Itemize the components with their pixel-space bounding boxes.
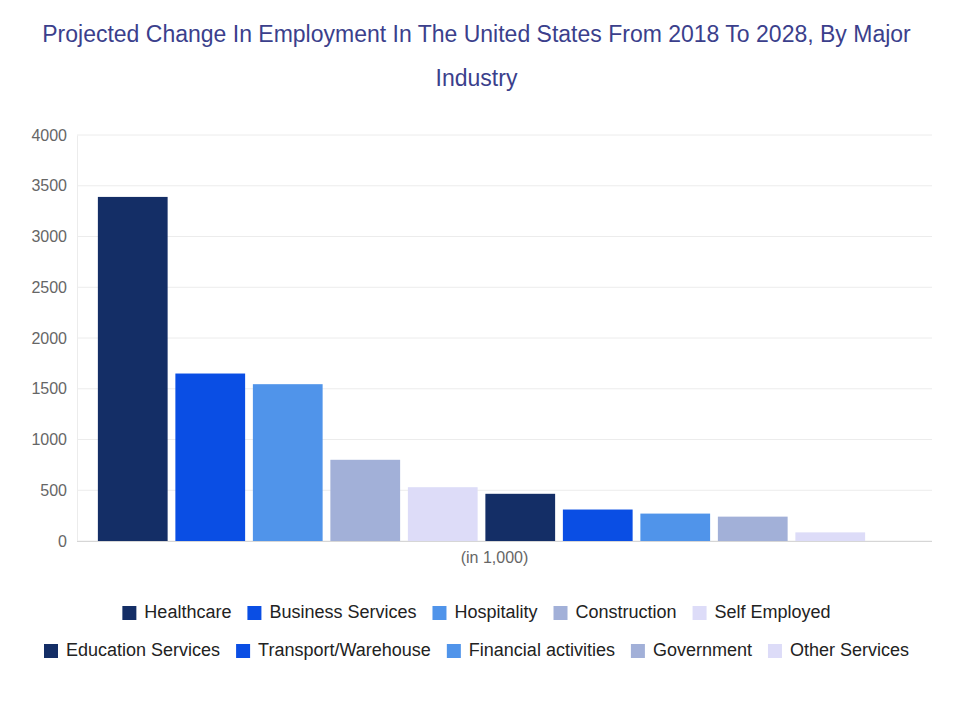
bar bbox=[253, 384, 323, 541]
y-tick: 2000 bbox=[31, 330, 77, 347]
legend-swatch bbox=[768, 644, 782, 658]
grid-line bbox=[77, 135, 932, 136]
grid-line bbox=[77, 287, 932, 288]
legend-item: Government bbox=[631, 640, 752, 660]
bar bbox=[640, 514, 710, 541]
legend: Healthcare Business Services Hospitality Co… bbox=[44, 602, 909, 660]
y-axis: 0 500 1000 1500 2000 2500 3000 3500 4000 bbox=[31, 127, 77, 550]
legend-item: Other Services bbox=[768, 640, 909, 660]
legend-swatch bbox=[554, 606, 568, 620]
legend-label: Other Services bbox=[790, 640, 909, 660]
legend-swatch bbox=[247, 606, 261, 620]
grid bbox=[77, 135, 932, 541]
legend-item: Financial activities bbox=[447, 640, 615, 660]
legend-swatch bbox=[122, 606, 136, 620]
bar bbox=[98, 197, 168, 541]
x-axis-title: (in 1,000) bbox=[461, 549, 529, 566]
bar bbox=[563, 510, 633, 541]
legend-swatch bbox=[631, 644, 645, 658]
legend-swatch bbox=[447, 644, 461, 658]
y-tick-label: 1500 bbox=[31, 380, 67, 397]
legend-swatch bbox=[44, 644, 58, 658]
y-tick-label: 0 bbox=[58, 533, 67, 550]
title: Projected Change In Employment In The Un… bbox=[42, 21, 911, 91]
y-tick: 0 bbox=[58, 533, 77, 550]
legend-item: Self Employed bbox=[693, 602, 831, 622]
y-axis-line bbox=[77, 136, 78, 542]
x-axis bbox=[77, 541, 932, 542]
legend-label: Education Services bbox=[66, 640, 220, 660]
bar bbox=[485, 494, 555, 541]
y-tick: 4000 bbox=[31, 127, 77, 144]
legend-label: Government bbox=[653, 640, 752, 660]
legend-label: Financial activities bbox=[469, 640, 615, 660]
y-tick: 3500 bbox=[31, 177, 77, 194]
legend-swatch bbox=[693, 606, 707, 620]
y-tick: 2500 bbox=[31, 279, 77, 296]
legend-swatch bbox=[432, 606, 446, 620]
bar bbox=[175, 374, 245, 541]
y-tick: 500 bbox=[40, 482, 77, 499]
legend-item: Hospitality bbox=[432, 602, 537, 622]
x-axis-line bbox=[77, 541, 932, 542]
grid-line bbox=[77, 185, 932, 186]
y-tick-label: 500 bbox=[40, 482, 67, 499]
bar bbox=[330, 460, 400, 541]
y-tick-label: 2000 bbox=[31, 330, 67, 347]
legend-item: Healthcare bbox=[122, 602, 231, 622]
legend-swatch bbox=[236, 644, 250, 658]
legend-label: Construction bbox=[576, 602, 677, 622]
grid-line bbox=[77, 338, 932, 339]
legend-label: Self Employed bbox=[715, 602, 831, 622]
legend-label: Transport/Warehouse bbox=[258, 640, 431, 660]
bar bbox=[408, 487, 478, 541]
legend-item: Business Services bbox=[247, 602, 416, 622]
legend-item: Education Services bbox=[44, 640, 220, 660]
legend-item: Construction bbox=[554, 602, 677, 622]
y-tick-label: 1000 bbox=[31, 431, 67, 448]
legend-item: Transport/Warehouse bbox=[236, 640, 431, 660]
bar bbox=[718, 517, 788, 541]
chart: Projected Change In Employment In The Un… bbox=[0, 0, 953, 726]
y-tick-label: 4000 bbox=[31, 127, 67, 144]
legend-label: Hospitality bbox=[454, 602, 537, 622]
y-tick: 1500 bbox=[31, 380, 77, 397]
y-tick-label: 3500 bbox=[31, 177, 67, 194]
bar bbox=[795, 532, 865, 541]
y-tick-label: 2500 bbox=[31, 279, 67, 296]
grid-line bbox=[77, 236, 932, 237]
y-tick: 1000 bbox=[31, 431, 77, 448]
legend-label: Business Services bbox=[269, 602, 416, 622]
legend-label: Healthcare bbox=[144, 602, 231, 622]
y-tick-label: 3000 bbox=[31, 228, 67, 245]
bars bbox=[98, 197, 865, 541]
y-tick: 3000 bbox=[31, 228, 77, 245]
